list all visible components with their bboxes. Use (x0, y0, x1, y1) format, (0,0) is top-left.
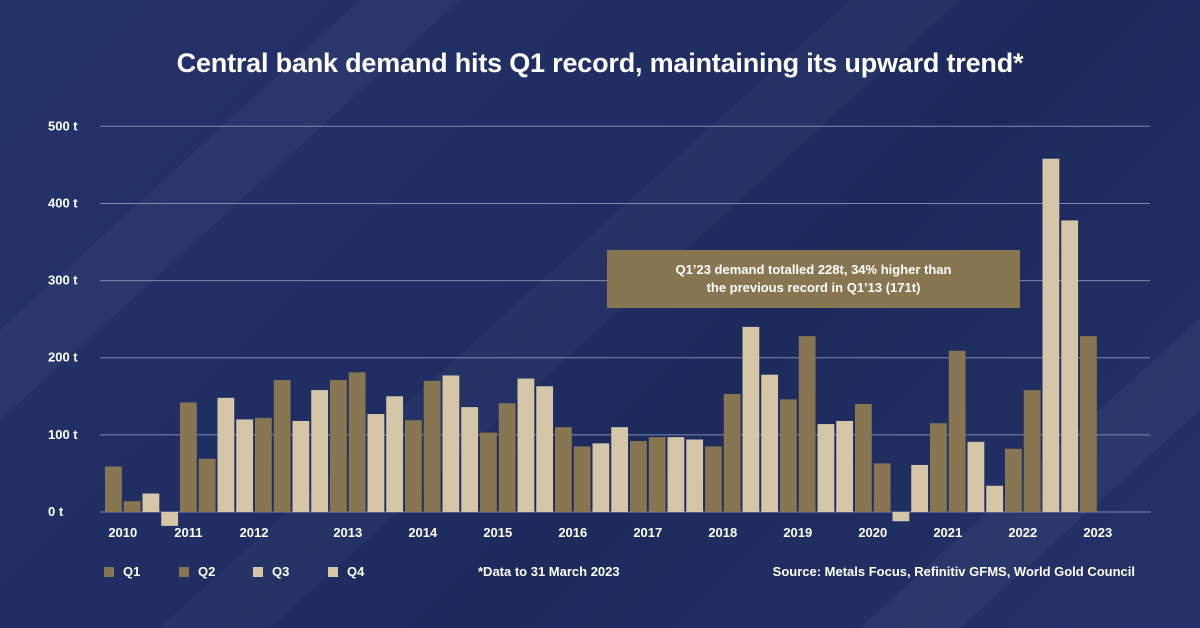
bar-q2 (798, 336, 816, 512)
bar-q1 (630, 441, 647, 512)
bar-q4 (836, 420, 854, 512)
bar-q3 (1042, 158, 1060, 513)
bars (105, 158, 1097, 526)
bar-q4 (911, 464, 929, 512)
bar-q3 (517, 378, 535, 512)
bar-q1 (780, 399, 797, 512)
x-tick-label: 2020 (858, 525, 887, 540)
legend-label-q3: Q3 (272, 564, 290, 579)
bar-q1 (330, 380, 347, 512)
footnote: *Data to 31 March 2023 (478, 564, 620, 579)
legend-swatch-q1 (104, 566, 114, 577)
bar-q4 (761, 374, 779, 512)
annotation-callout: Q1’23 demand totalled 228t, 34% higher t… (607, 250, 1020, 308)
bar-q2 (873, 463, 891, 512)
x-tick-label: 2010 (108, 525, 137, 540)
legend-label-q2: Q2 (198, 564, 216, 579)
bar-q1 (555, 427, 572, 512)
y-tick-label: 200 t (48, 350, 78, 365)
x-axis-year-labels: 2010 2011 2012 2013 2014 2015 2016 2017 2018 2019… (108, 525, 1112, 540)
bar-q2 (423, 380, 441, 512)
bar-q2 (348, 372, 366, 512)
legend-item-q1: Q1 (104, 564, 140, 579)
bar-q3 (817, 424, 835, 512)
bar-q2 (648, 437, 666, 512)
bar-q4 (461, 407, 479, 512)
chart-title: Central bank demand hits Q1 record, main… (176, 48, 1024, 78)
annotation-line-2: the previous record in Q1’13 (171t) (706, 280, 921, 295)
legend-label-q4: Q4 (347, 564, 365, 579)
bar-q1 (705, 446, 722, 512)
bar-q1 (480, 432, 497, 512)
bar-q1 (405, 420, 422, 512)
bar-q4 (311, 390, 329, 512)
bar-q3 (367, 414, 385, 512)
bar-q3 (442, 375, 460, 512)
x-tick-label: 2021 (933, 525, 962, 540)
x-tick-label: 2013 (333, 525, 362, 540)
bar-q2 (1023, 390, 1041, 512)
bar-q3 (967, 441, 985, 512)
bar-q4 (686, 439, 704, 512)
bar-q2 (723, 393, 741, 512)
legend-label-q1: Q1 (123, 564, 141, 579)
y-tick-label: 300 t (48, 273, 78, 288)
source-credit: Source: Metals Focus, Refinitiv GFMS, Wo… (772, 564, 1135, 579)
bar-q4 (1061, 220, 1079, 512)
x-tick-label: 2022 (1008, 525, 1037, 540)
legend-swatch-q2 (179, 566, 189, 577)
x-tick-label: 2012 (240, 525, 269, 540)
y-axis-tick-labels: 0 t 100 t 200 t 300 t 400 t 500 t (48, 118, 78, 519)
bar-q1 (105, 466, 122, 512)
bar-q3 (217, 397, 235, 512)
bar-q4 (236, 419, 254, 512)
bar-q1 (1080, 336, 1097, 512)
bar-q3 (292, 420, 310, 512)
bar-q3 (142, 493, 160, 512)
legend-item-q3: Q3 (253, 564, 289, 579)
x-tick-label: 2015 (483, 525, 512, 540)
bar-q2 (573, 446, 591, 512)
bar-q2 (948, 350, 966, 512)
bar-q3 (592, 443, 610, 512)
bar-q3 (892, 512, 910, 522)
x-tick-label: 2016 (558, 525, 587, 540)
bar-q4 (161, 512, 179, 526)
bar-q2 (198, 458, 216, 512)
legend-item-q4: Q4 (328, 564, 364, 579)
bar-q1 (1005, 448, 1022, 512)
bar-q1 (255, 417, 272, 512)
y-tick-label: 500 t (48, 118, 78, 133)
bar-q4 (536, 386, 554, 512)
x-tick-label: 2014 (408, 525, 438, 540)
x-tick-label: 2019 (783, 525, 812, 540)
x-tick-label: 2023 (1083, 525, 1112, 540)
bar-q1 (930, 423, 947, 512)
bar-q3 (742, 326, 760, 512)
bar-q2 (123, 501, 141, 512)
x-tick-label: 2018 (708, 525, 737, 540)
y-tick-label: 400 t (48, 195, 78, 210)
bar-q2 (498, 403, 516, 512)
y-tick-label: 0 t (48, 504, 64, 519)
legend-item-q2: Q2 (179, 564, 215, 579)
bar-q4 (386, 396, 404, 512)
bar-q3 (667, 437, 685, 512)
legend-swatch-q3 (253, 566, 263, 577)
x-tick-label: 2017 (633, 525, 662, 540)
bar-q4 (986, 485, 1004, 512)
legend-swatch-q4 (328, 566, 338, 577)
x-tick-label: 2011 (174, 525, 202, 540)
bar-q4 (611, 427, 629, 512)
annotation-line-1: Q1’23 demand totalled 228t, 34% higher t… (675, 262, 952, 277)
bar-q1 (180, 402, 197, 512)
bar-q1 (855, 404, 872, 512)
bar-q2 (273, 380, 291, 512)
y-tick-label: 100 t (48, 427, 78, 442)
